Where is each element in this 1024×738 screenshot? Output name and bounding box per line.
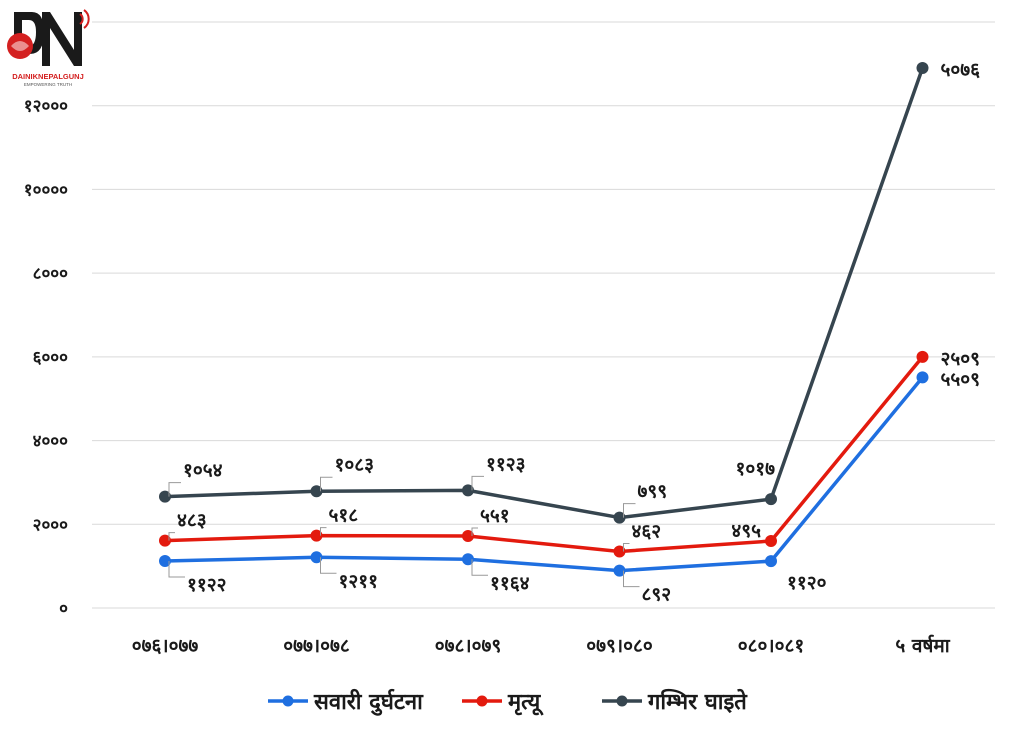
data-labels: ११२२ १२११ ११६४ ८९२ ११२० ५५०९ ४८३ ५१८ ५५१ ४६२ ४९५ २५… xyxy=(168,59,981,606)
series-line xyxy=(164,376,924,573)
label-leader xyxy=(471,475,484,491)
logo-mark: DAINIKNEPALGUNJ EMPOWERING TRUTH xyxy=(4,6,92,90)
data-point xyxy=(916,350,929,363)
label-leader xyxy=(168,561,185,578)
y-tick-label: ८००० xyxy=(33,264,69,284)
data-point xyxy=(159,555,171,568)
label-leader xyxy=(471,559,488,576)
label-leader xyxy=(320,557,337,574)
logo-caption: DAINIKNEPALGUNJ xyxy=(12,72,84,81)
data-point xyxy=(462,530,474,543)
data-point xyxy=(310,551,323,564)
legend-label: सवारी दुर्घटना xyxy=(313,688,424,716)
data-point xyxy=(310,485,323,498)
y-axis-ticks: ० २००० ४००० ६००० ८००० १०००० १२००० xyxy=(24,97,68,619)
data-label: ११२० xyxy=(787,572,827,594)
data-label: ४९५ xyxy=(731,520,761,542)
x-tick-label: ०७६।०७७ xyxy=(132,635,199,657)
data-point xyxy=(916,371,929,384)
data-point xyxy=(765,555,777,568)
label-leader xyxy=(623,503,636,518)
y-tick-label: २००० xyxy=(33,515,69,535)
data-label: ११२२ xyxy=(187,574,227,596)
legend-label: गम्भिर घाइते xyxy=(647,688,748,715)
data-point xyxy=(765,535,777,548)
data-label: ५५०९ xyxy=(941,368,981,390)
data-point xyxy=(462,553,474,566)
data-label: १०१७ xyxy=(735,458,775,480)
data-label: ११२३ xyxy=(486,453,526,475)
data-point xyxy=(159,490,171,503)
series-line xyxy=(164,355,924,554)
data-point xyxy=(613,564,626,577)
data-point xyxy=(462,484,474,497)
label-leader xyxy=(471,527,478,537)
data-label: ११६४ xyxy=(490,572,530,594)
label-leader xyxy=(168,482,181,497)
data-label: १०५४ xyxy=(183,460,223,482)
x-tick-label: ०८०।०८१ xyxy=(738,635,804,657)
y-tick-label: ४००० xyxy=(33,432,69,452)
x-tick-label: ०७७।०७८ xyxy=(283,635,350,657)
data-point xyxy=(159,534,171,547)
data-label: ४८३ xyxy=(177,510,207,532)
data-label: ८९२ xyxy=(642,584,672,606)
data-label: ५१८ xyxy=(329,505,359,527)
legend: सवारी दुर्घटना मृत्यू गम्भिर घाइते xyxy=(268,688,748,716)
grid-lines xyxy=(92,21,995,609)
legend-swatch-marker xyxy=(282,695,294,707)
data-label: ५०७६ xyxy=(941,59,981,81)
data-label: १०८३ xyxy=(335,454,375,476)
logo-tagline: EMPOWERING TRUTH xyxy=(24,82,72,87)
y-tick-label: ६००० xyxy=(33,348,69,368)
x-tick-label: ०७९।०८० xyxy=(586,635,653,657)
data-label: २५०९ xyxy=(941,348,981,370)
label-leader xyxy=(320,527,327,536)
series-line xyxy=(164,67,925,520)
label-leader xyxy=(320,476,333,492)
data-point xyxy=(916,62,929,75)
data-point xyxy=(613,511,626,524)
legend-swatch-marker xyxy=(616,695,628,707)
data-label: १२११ xyxy=(339,570,379,592)
y-tick-label: १०००० xyxy=(24,180,68,200)
label-leader xyxy=(623,570,640,588)
data-point xyxy=(310,529,323,542)
data-label: ५५१ xyxy=(480,505,510,527)
x-tick-label: ०७८।०७९ xyxy=(435,635,501,657)
x-tick-label: ५ वर्षमा xyxy=(895,634,950,657)
data-label: ७९९ xyxy=(638,481,668,503)
y-tick-label: १२००० xyxy=(24,97,68,117)
legend-label: मृत्यू xyxy=(507,690,544,716)
series-lines xyxy=(159,62,929,577)
data-label: ४६२ xyxy=(632,520,662,542)
data-point xyxy=(613,545,626,558)
brand-logo: DAINIKNEPALGUNJ EMPOWERING TRUTH xyxy=(2,2,94,94)
x-axis-ticks: ०७६।०७७ ०७७।०७८ ०७८।०७९ ०७९।०८० ०८०।०८१ ५ वर्… xyxy=(132,634,951,657)
label-leader xyxy=(623,542,630,552)
label-leader xyxy=(168,532,175,541)
y-tick-label: ० xyxy=(59,599,68,619)
data-point xyxy=(765,493,777,506)
legend-swatch-marker xyxy=(476,695,488,707)
